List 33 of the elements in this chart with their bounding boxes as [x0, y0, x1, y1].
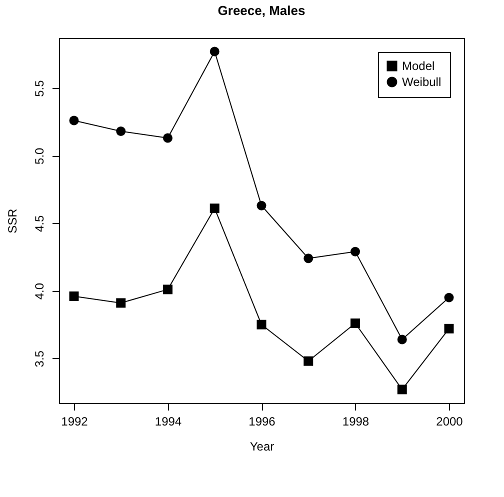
- y-axis-title: SSR: [6, 208, 20, 234]
- point: [210, 204, 220, 214]
- y-tick-label: 4.5: [32, 215, 46, 232]
- y-tick-label: 3.5: [32, 350, 46, 368]
- point: [210, 46, 220, 56]
- legend-label: Model: [402, 59, 435, 73]
- point: [350, 318, 360, 328]
- point: [116, 126, 126, 136]
- y-tick-label: 5.5: [32, 80, 46, 97]
- point: [69, 116, 79, 126]
- point: [69, 291, 79, 301]
- point: [256, 200, 266, 210]
- point: [163, 133, 172, 143]
- point: [444, 324, 454, 334]
- point: [116, 298, 126, 308]
- point: [304, 254, 314, 264]
- x-tick-label: 1998: [342, 414, 370, 428]
- x-axis-title: Year: [250, 440, 274, 454]
- y-tick-label: 4.0: [32, 282, 46, 300]
- x-tick-label: 2000: [436, 414, 464, 428]
- point: [163, 284, 172, 294]
- x-tick-label: 1994: [154, 414, 182, 428]
- x-tick-label: 1992: [61, 414, 88, 428]
- point: [304, 356, 314, 366]
- x-tick-label: 1996: [248, 414, 276, 428]
- point: [256, 320, 266, 330]
- point: [397, 334, 407, 344]
- chart-title: Greece, Males: [218, 3, 306, 18]
- legend-label: Weibull: [402, 75, 442, 89]
- y-tick-label: 5.0: [32, 147, 46, 164]
- point: [350, 246, 360, 256]
- point: [444, 292, 454, 302]
- point: [397, 384, 407, 394]
